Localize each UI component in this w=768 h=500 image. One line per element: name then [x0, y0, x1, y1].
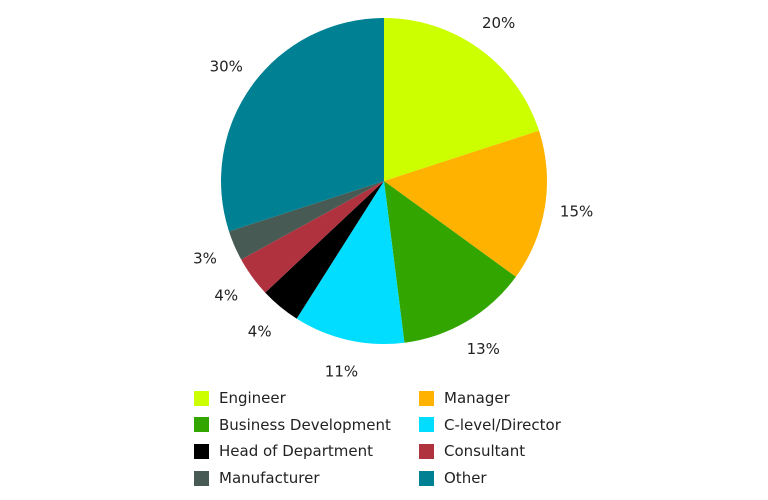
pie-slice-manufacturer — [228, 181, 384, 260]
data-label: 4% — [248, 322, 272, 340]
legend-item: Manufacturer — [194, 468, 320, 488]
legend-swatch — [419, 417, 434, 433]
legend-swatch — [419, 443, 434, 459]
legend-item: Consultant — [419, 441, 525, 461]
legend-item: Manager — [419, 388, 510, 408]
legend-item: Other — [419, 468, 487, 488]
data-label: 11% — [325, 362, 358, 380]
legend-item: Head of Department — [194, 441, 373, 461]
legend-label: Manager — [444, 389, 510, 407]
pie-slice-engineer — [384, 18, 540, 181]
pie-slice-consultant — [241, 181, 384, 293]
legend-label: Other — [444, 469, 487, 488]
pie-slice-other — [221, 17, 384, 232]
legend-label: Engineer — [219, 389, 286, 407]
legend-swatch — [194, 443, 209, 459]
legend-swatch — [194, 470, 209, 486]
pie-slice-business-development — [384, 181, 516, 343]
legend-swatch — [419, 390, 434, 406]
legend-label: C-level/Director — [444, 415, 561, 434]
legend-label: Manufacturer — [219, 469, 320, 488]
legend-swatch — [194, 390, 209, 406]
legend-label: Consultant — [444, 442, 526, 461]
pie-slice-head-of-department — [265, 181, 384, 319]
data-label: 13% — [467, 340, 500, 358]
pie-slice-manager — [384, 130, 547, 277]
legend-swatch — [194, 417, 209, 433]
pie-slice-c-level-director — [296, 181, 405, 344]
legend-item: C-level/Director — [419, 415, 561, 435]
legend-item: Business Development — [194, 415, 391, 435]
data-label: 30% — [210, 57, 243, 75]
legend-label: Business Development — [219, 415, 391, 434]
data-label: 3% — [193, 249, 217, 267]
legend-label: Head of Department — [219, 442, 373, 461]
data-label: 20% — [482, 14, 515, 32]
data-label: 15% — [560, 203, 593, 221]
pie-chart: 20% 15% 13% 11% 4% 4% 3% 30% — [193, 14, 593, 380]
legend-item: Engineer — [194, 388, 286, 408]
legend-swatch — [419, 470, 434, 486]
data-label: 4% — [214, 287, 238, 305]
